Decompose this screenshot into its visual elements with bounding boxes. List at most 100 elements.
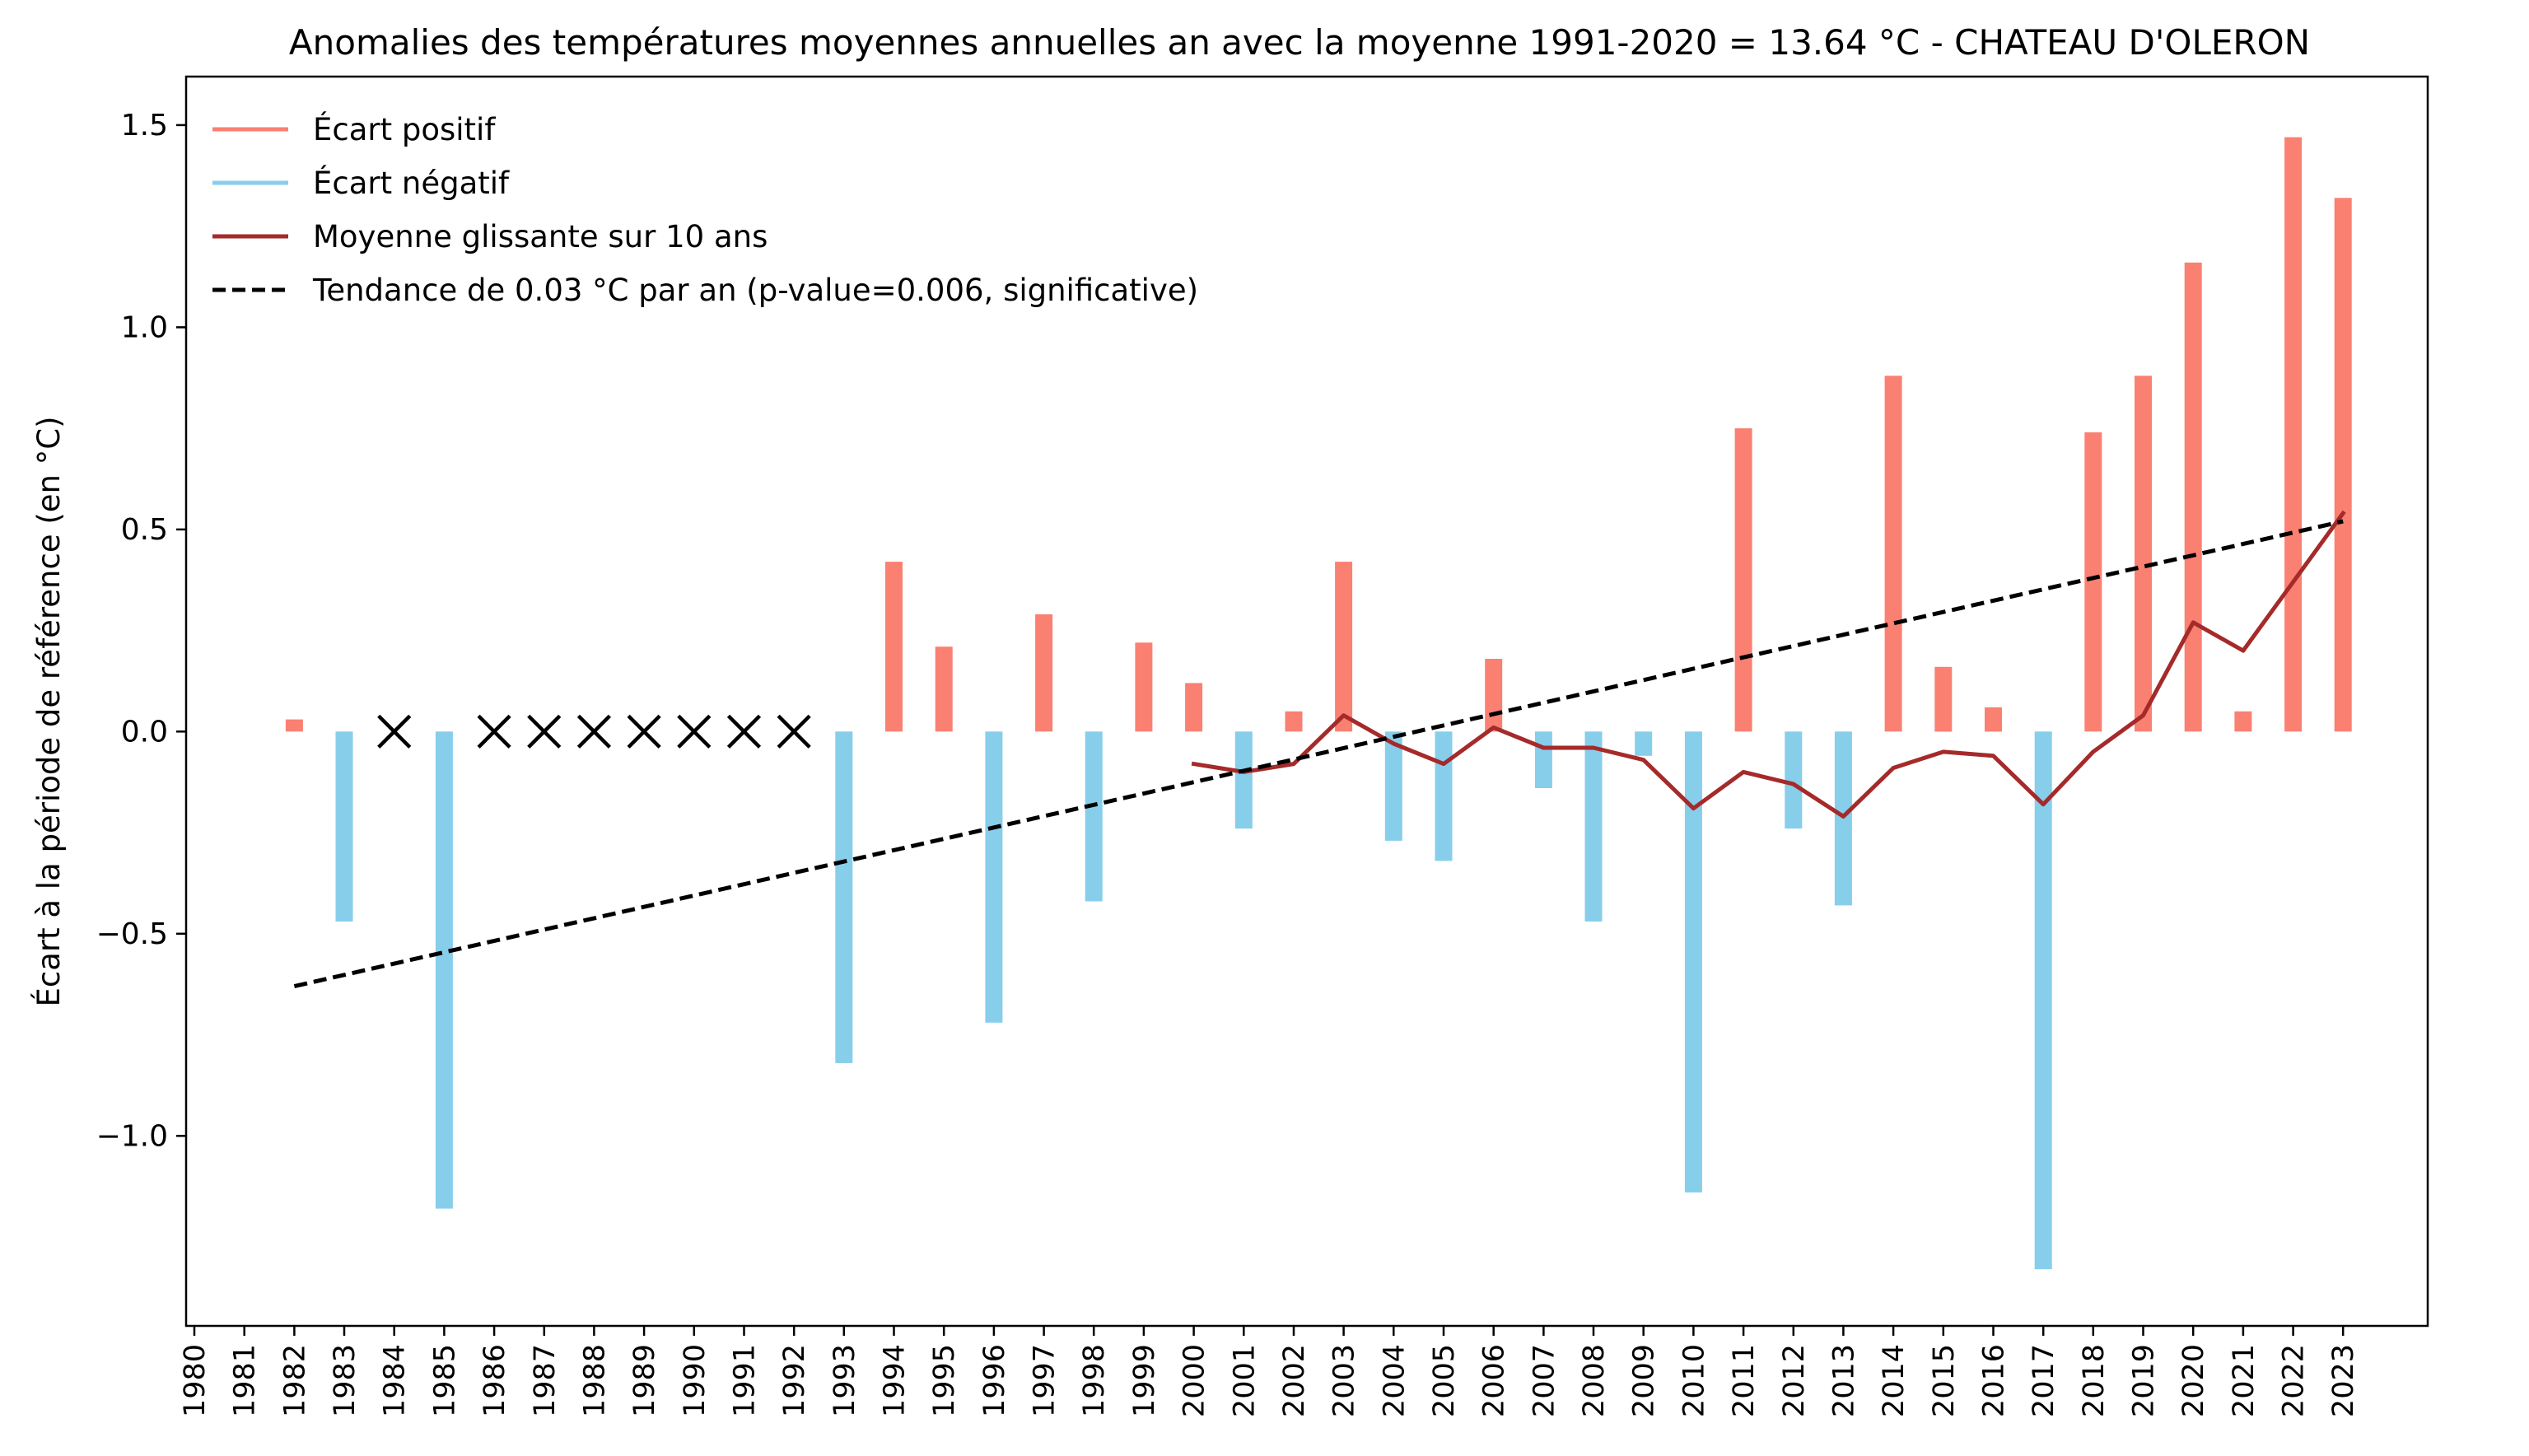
x-tick-label: 2018 bbox=[2078, 1344, 2111, 1417]
x-tick-label: 1988 bbox=[578, 1344, 611, 1417]
anomaly-bar-2004 bbox=[1384, 731, 1402, 841]
anomaly-bar-1999 bbox=[1135, 642, 1153, 732]
legend: Écart positif Écart négatif Moyenne glissa… bbox=[212, 111, 1198, 308]
legend-label: Tendance de 0.03 °C par an (p-value=0.00… bbox=[312, 273, 1198, 308]
legend-label: Écart négatif bbox=[313, 165, 510, 201]
x-tick-label: 2003 bbox=[1328, 1344, 1361, 1417]
x-tick-label: 2010 bbox=[1677, 1344, 1710, 1417]
missing-data-marker-1991 bbox=[726, 714, 762, 749]
y-tick-label: 1.5 bbox=[121, 109, 168, 142]
anomaly-bar-2000 bbox=[1185, 683, 1203, 732]
x-tick-label: 2016 bbox=[1978, 1344, 2011, 1417]
missing-data-marker-1990 bbox=[677, 714, 712, 749]
anomaly-bar-2001 bbox=[1234, 731, 1253, 829]
x-tick-label: 1991 bbox=[729, 1344, 762, 1417]
y-tick-label: 1.0 bbox=[121, 310, 168, 344]
x-tick-label: 1987 bbox=[529, 1344, 562, 1417]
anomaly-bar-1995 bbox=[935, 646, 953, 732]
x-tick-label: 1996 bbox=[978, 1344, 1011, 1417]
x-tick-label: 2020 bbox=[2177, 1344, 2210, 1417]
x-tick-label: 2004 bbox=[1378, 1344, 1411, 1417]
x-tick-label: 1986 bbox=[478, 1344, 511, 1417]
x-tick-label: 1989 bbox=[628, 1344, 661, 1417]
anomaly-bar-2014 bbox=[1884, 376, 1902, 732]
x-tick-label: 2011 bbox=[1728, 1344, 1761, 1417]
y-tick-label: 0.0 bbox=[121, 715, 168, 749]
trend-line bbox=[293, 519, 2344, 989]
x-tick-label: 1981 bbox=[229, 1344, 262, 1417]
x-tick-label: 1982 bbox=[278, 1344, 311, 1417]
x-tick-label: 2002 bbox=[1278, 1344, 1311, 1417]
legend-label: Écart positif bbox=[313, 111, 496, 147]
x-tick-label: 1999 bbox=[1128, 1344, 1161, 1417]
x-tick-label: 1995 bbox=[928, 1344, 961, 1417]
x-tick-label: 1984 bbox=[379, 1344, 412, 1417]
legend-label: Moyenne glissante sur 10 ans bbox=[313, 219, 768, 254]
x-tick-label: 2022 bbox=[2278, 1344, 2311, 1417]
anomaly-bar-2002 bbox=[1285, 711, 1303, 732]
anomaly-bar-2009 bbox=[1635, 731, 1653, 756]
anomaly-bar-2005 bbox=[1435, 731, 1453, 861]
anomaly-bar-2010 bbox=[1684, 731, 1702, 1192]
anomaly-bar-1996 bbox=[985, 731, 1003, 1023]
anomaly-bar-1998 bbox=[1085, 731, 1103, 902]
anomaly-bar-2003 bbox=[1335, 562, 1353, 732]
anomaly-bar-2011 bbox=[1734, 428, 1752, 732]
y-tick-label: −1.0 bbox=[96, 1119, 168, 1153]
x-tick-label: 2007 bbox=[1528, 1344, 1561, 1417]
x-tick-label: 2019 bbox=[2128, 1344, 2161, 1417]
x-tick-label: 1985 bbox=[428, 1344, 461, 1417]
anomaly-bar-1982 bbox=[285, 719, 303, 732]
x-tick-label: 1983 bbox=[329, 1344, 362, 1417]
x-tick-label: 2015 bbox=[1928, 1344, 1961, 1417]
anomaly-bar-2022 bbox=[2284, 137, 2303, 732]
x-tick-label: 2001 bbox=[1228, 1344, 1261, 1417]
anomaly-bar-2016 bbox=[1985, 707, 2002, 732]
plot-area: −1.0 −0.5 0.0 0.5 1.0 1.5 1980 1981 1982 1983 1984… bbox=[96, 75, 2429, 1417]
anomaly-bar-2008 bbox=[1584, 731, 1603, 922]
x-tick-label: 2008 bbox=[1578, 1344, 1611, 1417]
x-tick-label: 1993 bbox=[828, 1344, 861, 1417]
anomaly-bar-2019 bbox=[2135, 376, 2152, 732]
missing-data-marker-1986 bbox=[477, 714, 511, 749]
x-tick-label: 2017 bbox=[2027, 1344, 2060, 1417]
x-tick-label: 2012 bbox=[1778, 1344, 1811, 1417]
x-tick-label: 1990 bbox=[679, 1344, 712, 1417]
missing-data-marker-1992 bbox=[777, 714, 811, 749]
anomaly-bar-2021 bbox=[2234, 711, 2252, 732]
missing-data-marker-1987 bbox=[527, 714, 562, 749]
x-tick-label: 1980 bbox=[179, 1344, 212, 1417]
y-tick-label: −0.5 bbox=[96, 917, 168, 951]
missing-data-marker-1984 bbox=[377, 714, 412, 749]
missing-data-marker-1988 bbox=[576, 714, 612, 749]
anomaly-bar-1994 bbox=[885, 562, 903, 732]
anomaly-bar-2006 bbox=[1485, 659, 1503, 732]
x-tick-label: 1992 bbox=[778, 1344, 811, 1417]
y-tick-label: 0.5 bbox=[121, 513, 168, 547]
x-tick-label: 2006 bbox=[1478, 1344, 1511, 1417]
x-tick-label: 2014 bbox=[1878, 1344, 1911, 1417]
x-tick-label: 2000 bbox=[1178, 1344, 1211, 1417]
chart-title: Anomalies des températures moyennes annu… bbox=[289, 22, 2310, 63]
anomaly-bar-2007 bbox=[1534, 731, 1552, 788]
x-tick-label: 2023 bbox=[2327, 1344, 2360, 1417]
plot-frame bbox=[184, 75, 2429, 1328]
anomaly-bar-1993 bbox=[835, 731, 853, 1063]
anomaly-bar-2020 bbox=[2184, 262, 2202, 732]
anomaly-bar-1983 bbox=[335, 731, 353, 922]
anomaly-bar-2017 bbox=[2034, 731, 2052, 1270]
anomaly-bar-1997 bbox=[1035, 614, 1053, 732]
anomaly-bar-1985 bbox=[435, 731, 453, 1209]
x-tick-label: 1997 bbox=[1029, 1344, 1062, 1417]
anomaly-bar-2015 bbox=[1934, 666, 1953, 732]
missing-data-marker-1989 bbox=[627, 714, 661, 749]
y-axis-label: Écart à la période de référence (en °C) bbox=[30, 416, 67, 1006]
x-tick-label: 2021 bbox=[2228, 1344, 2261, 1417]
x-tick-label: 2013 bbox=[1827, 1344, 1860, 1417]
x-tick-label: 2005 bbox=[1428, 1344, 1461, 1417]
anomaly-bar-2018 bbox=[2084, 432, 2102, 732]
anomaly-bar-2012 bbox=[1785, 731, 1803, 829]
x-tick-label: 1998 bbox=[1078, 1344, 1111, 1417]
x-tick-label: 2009 bbox=[1628, 1344, 1661, 1417]
